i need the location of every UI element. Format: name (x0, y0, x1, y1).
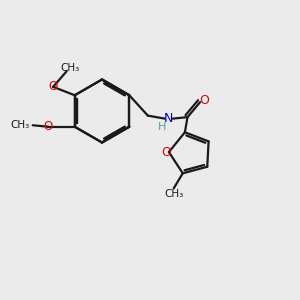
Text: N: N (164, 112, 174, 125)
Text: O: O (162, 146, 171, 158)
Text: O: O (199, 94, 209, 107)
Text: CH₃: CH₃ (164, 189, 183, 199)
Text: O: O (49, 80, 58, 93)
Text: CH₃: CH₃ (11, 120, 30, 130)
Text: O: O (44, 120, 53, 133)
Text: CH₃: CH₃ (60, 63, 79, 73)
Text: H: H (158, 122, 166, 132)
